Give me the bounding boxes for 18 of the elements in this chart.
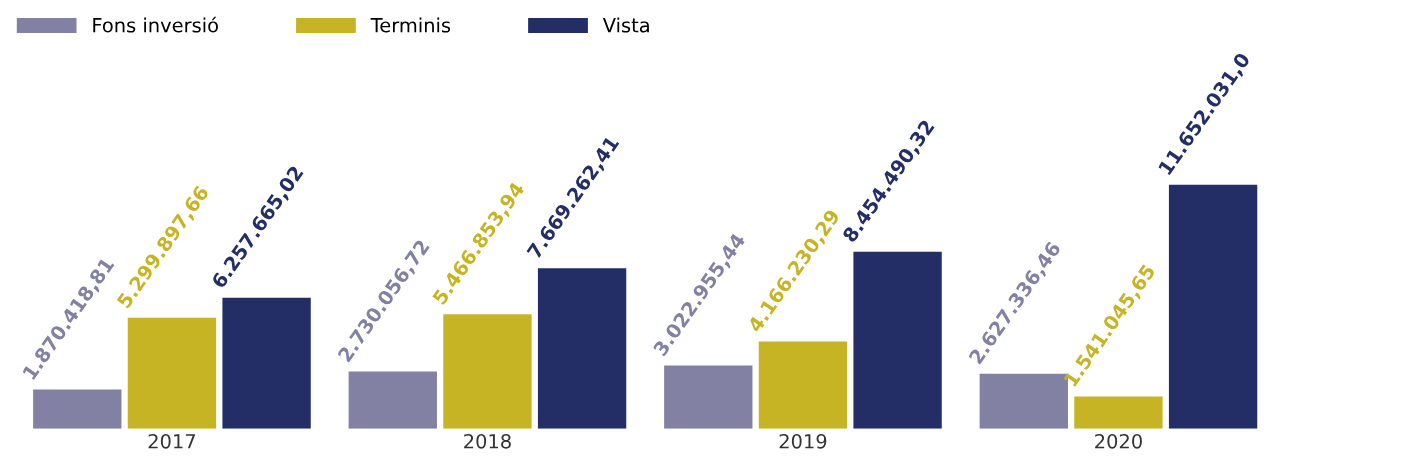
legend-label: Vista: [602, 17, 649, 33]
bar: [33, 389, 122, 429]
x-tick-label: 2020: [1095, 433, 1142, 449]
bar: [537, 268, 627, 429]
bar: [348, 371, 437, 429]
bar: [127, 317, 217, 429]
legend-label: Fons inversió: [93, 16, 218, 33]
bar: [853, 251, 942, 429]
bar: [222, 297, 311, 429]
bar: [1074, 396, 1163, 429]
x-tick-label: 2018: [464, 433, 511, 449]
bar: [664, 365, 753, 429]
bar: [758, 341, 848, 429]
bar: [443, 314, 532, 429]
legend-label: Terminis: [370, 17, 451, 33]
bar: [1168, 184, 1258, 429]
x-tick-label: 2017: [148, 433, 196, 449]
x-tick-label: 2019: [779, 433, 827, 449]
